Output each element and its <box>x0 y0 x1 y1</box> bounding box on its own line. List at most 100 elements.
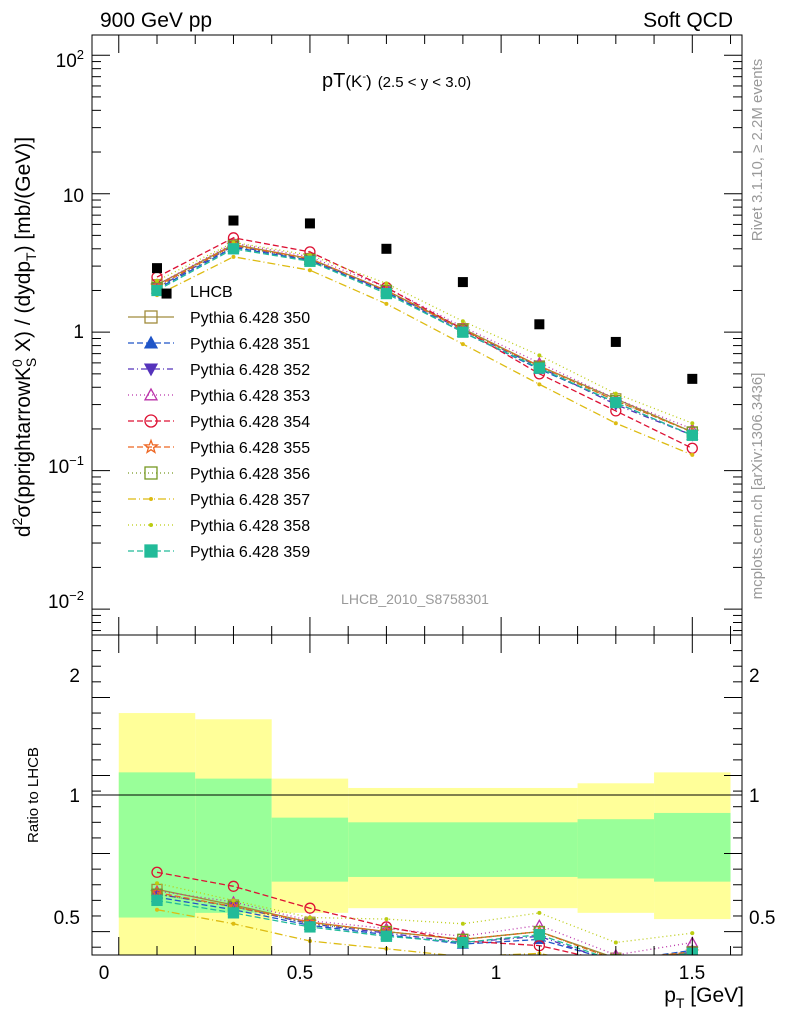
data-point <box>161 288 172 299</box>
data-point <box>460 921 465 926</box>
data-point <box>144 466 158 480</box>
data-point <box>690 452 695 457</box>
data-point <box>143 335 159 349</box>
main-y-axis-label: d2σ(pprightarrowK0S X) / (dydpT) [mb/(Ge… <box>9 137 39 537</box>
data-point <box>151 894 163 907</box>
data-point <box>686 442 698 454</box>
data-point <box>304 218 315 229</box>
analysis-id-label: LHCB_2010_S8758301 <box>341 591 489 607</box>
data-point <box>611 959 621 968</box>
data-point <box>231 254 236 259</box>
legend-label: Pythia 6.428 358 <box>190 518 310 535</box>
data-point <box>537 382 542 387</box>
data-point <box>534 319 545 330</box>
ratio-band-inner <box>654 812 731 882</box>
x-tick-labels: 0 0.5 1 1.5 <box>99 963 706 984</box>
data-point <box>227 243 240 255</box>
legend-label: Pythia 6.428 359 <box>190 544 310 561</box>
legend-label: Pythia 6.428 354 <box>190 414 310 431</box>
ratio-band-inner <box>195 778 272 913</box>
data-point <box>304 921 316 933</box>
data-point <box>533 929 546 941</box>
x-tick-label: 0.5 <box>287 963 313 984</box>
x-tick-label: 1 <box>491 963 502 984</box>
data-point <box>151 866 163 878</box>
data-point <box>537 910 542 915</box>
data-point <box>144 544 158 558</box>
ratio-series-group <box>155 881 695 945</box>
data-point <box>690 931 695 936</box>
data-point <box>610 396 622 409</box>
series-line <box>156 256 693 456</box>
series-line <box>156 242 693 430</box>
data-point <box>149 523 153 527</box>
data-point <box>614 967 618 971</box>
data-point <box>460 342 465 347</box>
data-point <box>380 287 393 300</box>
series-line <box>156 871 585 955</box>
data-point <box>144 414 158 428</box>
data-point <box>610 954 622 955</box>
data-point <box>381 243 392 254</box>
plot-title-range: (2.5 < y < 3.0) <box>378 74 471 91</box>
plot-title: pT(K-) (2.5 < y < 3.0) <box>322 70 471 92</box>
legend-label: Pythia 6.428 355 <box>190 440 310 457</box>
data-point <box>457 277 468 288</box>
data-point <box>384 917 389 922</box>
data-point <box>457 326 469 338</box>
data-point <box>384 281 389 286</box>
ratio-y-tick-label-right: 1 <box>749 786 760 807</box>
series-line <box>156 237 693 449</box>
main-plot-series <box>149 215 700 457</box>
x-axis-label: pT [GeV] <box>664 984 744 1011</box>
data-point <box>144 310 158 324</box>
data-point <box>537 353 542 358</box>
data-point <box>384 301 389 306</box>
series-line <box>156 245 693 433</box>
data-point <box>533 362 546 374</box>
data-point <box>152 263 162 274</box>
ratio-y-tick-label-left: 1 <box>69 786 80 807</box>
legend-title: LHCB <box>190 284 233 301</box>
series-line <box>156 891 693 955</box>
data-point <box>143 363 159 377</box>
y-tick-label: 102 <box>56 47 84 72</box>
legend-label: Pythia 6.428 350 <box>190 310 310 327</box>
series-group <box>151 243 698 441</box>
ratio-y-tick-label-right: 2 <box>749 666 760 687</box>
legend-label: Pythia 6.428 353 <box>190 388 310 405</box>
ratio-y-tick-label-left: 0.5 <box>54 908 80 929</box>
data-point <box>686 429 698 441</box>
data-point <box>307 915 312 920</box>
data-point <box>613 940 618 945</box>
ratio-band-inner <box>271 817 349 882</box>
data-point <box>227 880 240 892</box>
data-point <box>611 956 621 966</box>
data-point <box>228 215 239 226</box>
ratio-y-tick-labels: 2 1 0.5 2 1 0.5 <box>54 666 776 929</box>
data-point <box>690 421 695 426</box>
y-tick-label: 10 <box>63 186 84 207</box>
series-group <box>155 240 695 426</box>
x-tick-label: 0 <box>99 963 110 984</box>
ratio-series-group <box>151 894 698 966</box>
y-tick-label: 1 <box>73 322 84 343</box>
data-point <box>380 930 393 942</box>
data-point <box>460 319 465 324</box>
data-point <box>610 336 621 347</box>
plot-title-main: pT <box>322 70 345 92</box>
data-point <box>227 907 240 919</box>
data-point <box>614 952 617 955</box>
data-point <box>231 921 236 926</box>
ratio-y-axis-label: Ratio to LHCB <box>25 747 42 843</box>
plot-title-particle: (K <box>345 72 363 91</box>
legend-label: Pythia 6.428 351 <box>190 336 310 353</box>
x-tick-label: 1.5 <box>679 963 705 984</box>
legend-label: Pythia 6.428 352 <box>190 362 310 379</box>
mcplots-label: mcplots.cern.ch [arXiv:1306.3436] <box>749 373 766 600</box>
series-line <box>156 899 693 955</box>
header-right-label: Soft QCD <box>643 9 733 32</box>
header-left-label: 900 GeV pp <box>100 9 212 32</box>
rivet-version-label: Rivet 3.1.10, ≥ 2.2M events <box>749 59 766 242</box>
